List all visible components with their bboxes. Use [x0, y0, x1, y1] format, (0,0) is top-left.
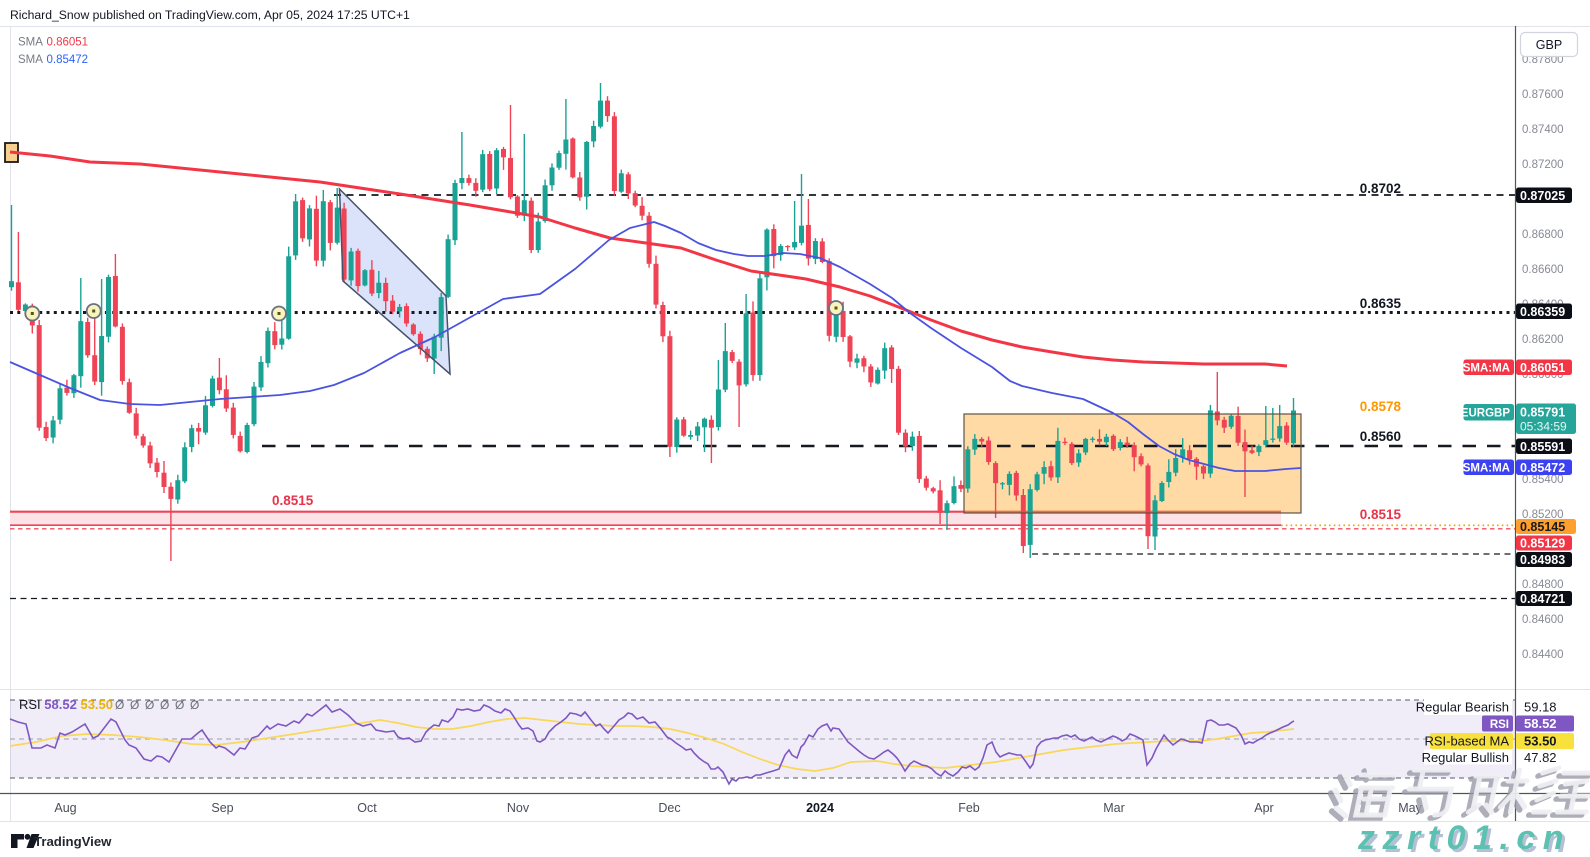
svg-text:Ø: Ø	[190, 698, 199, 712]
svg-text:Aug: Aug	[54, 801, 76, 815]
svg-text:53.50: 53.50	[1524, 734, 1557, 749]
svg-text:0.86200: 0.86200	[1522, 334, 1564, 346]
svg-text:0.8635: 0.8635	[1360, 296, 1402, 311]
svg-text:Nov: Nov	[507, 801, 530, 815]
svg-text:Regular Bullish: Regular Bullish	[1422, 750, 1509, 765]
svg-text:Regular Bearish: Regular Bearish	[1416, 700, 1509, 715]
svg-text:Apr: Apr	[1254, 801, 1273, 815]
svg-text:05:34:59: 05:34:59	[1520, 420, 1567, 434]
svg-text:0.85129: 0.85129	[1520, 537, 1565, 551]
svg-text:SMA:MA: SMA:MA	[1463, 463, 1510, 475]
svg-text:0.8515: 0.8515	[272, 493, 314, 508]
svg-text:Feb: Feb	[958, 801, 980, 815]
svg-text:0.84400: 0.84400	[1522, 649, 1564, 661]
svg-text:Ø: Ø	[160, 698, 169, 712]
svg-text:0.8702: 0.8702	[1360, 181, 1401, 196]
svg-text:SMA: SMA	[18, 37, 43, 49]
svg-text:0.86600: 0.86600	[1522, 264, 1564, 276]
svg-text:Dec: Dec	[658, 801, 680, 815]
svg-text:Mar: Mar	[1103, 801, 1125, 815]
svg-text:SMA: SMA	[18, 54, 43, 66]
svg-text:0.85472: 0.85472	[47, 54, 89, 66]
svg-text:0.85200: 0.85200	[1522, 509, 1564, 521]
svg-text:EURGBP: EURGBP	[1461, 408, 1511, 420]
svg-text:SMA:MA: SMA:MA	[1463, 363, 1510, 375]
svg-text:47.82: 47.82	[1524, 750, 1557, 765]
svg-text:TradingView: TradingView	[34, 834, 112, 849]
svg-text:0.84600: 0.84600	[1522, 614, 1564, 626]
svg-text:0.8578: 0.8578	[1360, 399, 1402, 414]
svg-text:0.84800: 0.84800	[1522, 579, 1564, 591]
svg-text:zzrt01.cn: zzrt01.cn	[1357, 819, 1571, 857]
svg-text:0.85472: 0.85472	[1520, 461, 1565, 475]
svg-text:59.18: 59.18	[1524, 700, 1557, 715]
svg-text:May: May	[1398, 801, 1422, 815]
svg-text:Ø: Ø	[175, 698, 184, 712]
svg-text:0.85791: 0.85791	[1520, 406, 1565, 420]
svg-text:2024: 2024	[806, 801, 834, 815]
svg-text:0.87025: 0.87025	[1520, 189, 1565, 203]
svg-text:0.85400: 0.85400	[1522, 474, 1564, 486]
svg-text:0.85145: 0.85145	[1520, 520, 1565, 534]
svg-text:Oct: Oct	[357, 801, 377, 815]
svg-text:zzrt01.cn: zzrt01.cn	[1360, 822, 1574, 857]
svg-text:0.8560: 0.8560	[1360, 429, 1401, 444]
svg-text:RSI: RSI	[1490, 719, 1509, 731]
svg-text:0.87400: 0.87400	[1522, 124, 1564, 136]
svg-text:0.84983: 0.84983	[1520, 553, 1565, 567]
svg-text:0.8515: 0.8515	[1360, 507, 1402, 522]
svg-text:0.86051: 0.86051	[1520, 361, 1565, 375]
svg-text:0.87200: 0.87200	[1522, 159, 1564, 171]
svg-text:Sep: Sep	[211, 801, 233, 815]
svg-text:GBP: GBP	[1536, 38, 1562, 52]
svg-text:RSI-based MA: RSI-based MA	[1424, 734, 1509, 749]
svg-text:0.86359: 0.86359	[1520, 305, 1565, 319]
svg-text:58.52: 58.52	[1524, 716, 1557, 731]
svg-text:0.84721: 0.84721	[1520, 592, 1565, 606]
svg-text:Richard_Snow published on Trad: Richard_Snow published on TradingView.co…	[10, 8, 410, 22]
svg-text:0.86800: 0.86800	[1522, 229, 1564, 241]
svg-text:0.87600: 0.87600	[1522, 89, 1564, 101]
svg-text:Ø: Ø	[145, 698, 154, 712]
svg-text:Ø: Ø	[130, 698, 139, 712]
svg-text:0.86051: 0.86051	[47, 37, 89, 49]
svg-text:Ø: Ø	[115, 698, 124, 712]
svg-text:RSI 58.52 53.50: RSI 58.52 53.50	[19, 697, 113, 712]
svg-text:0.85591: 0.85591	[1520, 440, 1565, 454]
